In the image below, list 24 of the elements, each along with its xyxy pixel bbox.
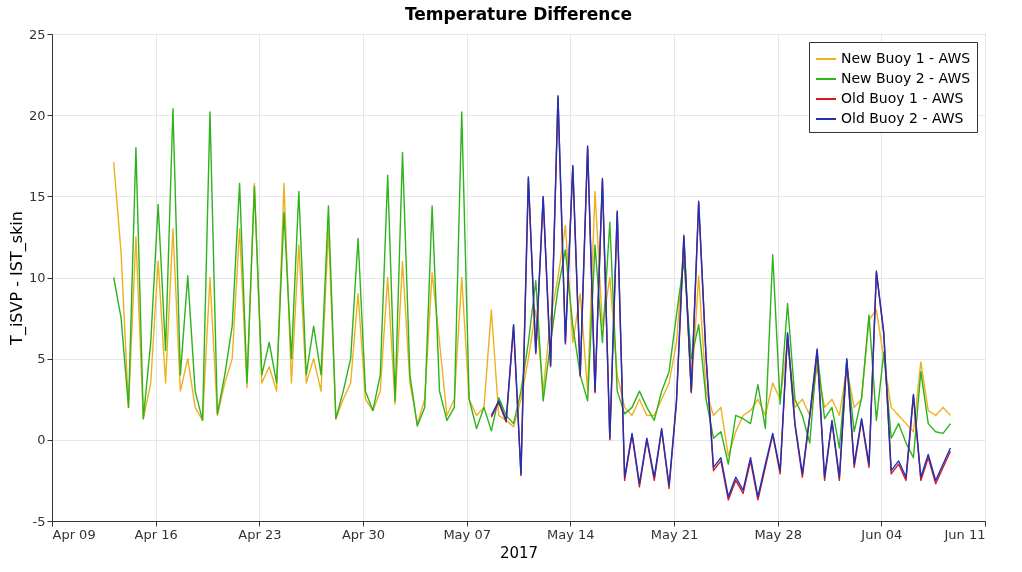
x-tick-label: Apr 09: [52, 526, 96, 542]
y-tick-label: 25: [28, 26, 46, 42]
x-tick-label: Apr 30: [341, 526, 386, 542]
x-tick-label: May 14: [547, 526, 595, 542]
y-tick-label: 10: [28, 270, 46, 285]
x-tick-label: May 21: [650, 526, 699, 542]
y-axis-title: T_iSVP - IST_skin: [6, 211, 27, 346]
x-tick-label: Apr 16: [134, 526, 178, 542]
y-tick-label: -5: [32, 513, 46, 529]
x-tick-label: Jun 04: [860, 526, 903, 542]
chart-title: Temperature Difference: [404, 4, 633, 24]
x-tick-label: Apr 23: [238, 526, 282, 542]
legend-label: Old Buoy 2 - AWS: [841, 110, 964, 126]
x-tick-label: May 28: [754, 526, 802, 542]
legend-label: New Buoy 2 - AWS: [841, 70, 971, 86]
x-tick-label: Jun 11: [943, 526, 986, 542]
legend-label: Old Buoy 1 - AWS: [841, 90, 964, 106]
x-axis-title: 2017: [499, 543, 539, 562]
y-tick-label: 0: [37, 432, 46, 448]
y-tick-label: 20: [28, 107, 46, 123]
y-tick-label: 5: [37, 351, 46, 367]
x-tick-label: May 07: [443, 526, 491, 542]
y-tick-label: 15: [28, 188, 46, 204]
legend-label: New Buoy 1 - AWS: [841, 50, 971, 66]
